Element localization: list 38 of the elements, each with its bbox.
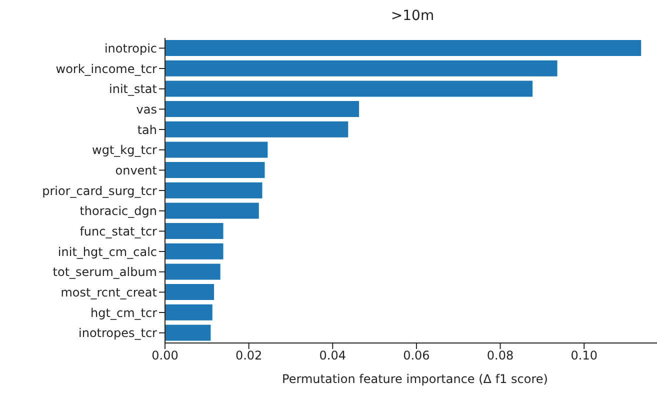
y-tick-label: vas	[136, 102, 157, 116]
x-tick-label: 0.04	[319, 348, 346, 363]
bar	[165, 101, 360, 118]
x-tick-label: 0.06	[403, 348, 430, 363]
y-tick-label: tah	[137, 122, 157, 137]
bar	[165, 284, 214, 300]
bar	[165, 264, 220, 280]
bar	[165, 80, 533, 97]
y-tick-label: prior_card_surg_tcr	[42, 184, 158, 198]
bar	[165, 142, 268, 158]
x-tick-label: 0.00	[152, 348, 178, 363]
chart-title: >10m	[390, 8, 436, 24]
bar	[165, 182, 262, 198]
y-tick-label: onvent	[115, 163, 158, 178]
x-tick-label: 0.08	[486, 348, 514, 363]
bar	[165, 304, 212, 320]
y-tick-label: inotropic	[104, 41, 157, 56]
x-tick-label: 0.10	[570, 348, 598, 363]
y-tick-label: tot_serum_album	[52, 265, 157, 280]
x-axis-title: Permutation feature importance (Δ f1 score)	[282, 372, 548, 386]
y-tick-label: thoracic_dgn	[80, 204, 157, 218]
y-tick-label: wgt_kg_tcr	[92, 143, 158, 158]
x-tick-label: 0.02	[235, 348, 262, 363]
bar	[165, 60, 558, 76]
bar	[165, 243, 224, 260]
bar	[165, 324, 211, 341]
bar	[165, 121, 348, 138]
bar	[165, 223, 224, 240]
y-tick-label: work_income_tcr	[56, 62, 158, 76]
y-tick-label: init_stat	[109, 82, 158, 96]
y-tick-label: init_hgt_cm_calc	[58, 244, 157, 259]
y-tick-label: hgt_cm_tcr	[90, 306, 158, 320]
bar	[165, 162, 265, 178]
y-tick-label: inotropes_tcr	[78, 326, 158, 340]
y-tick-label: most_rcnt_creat	[60, 285, 158, 300]
bar	[165, 202, 259, 219]
y-tick-label: func_stat_tcr	[80, 224, 158, 238]
bar	[165, 40, 642, 56]
